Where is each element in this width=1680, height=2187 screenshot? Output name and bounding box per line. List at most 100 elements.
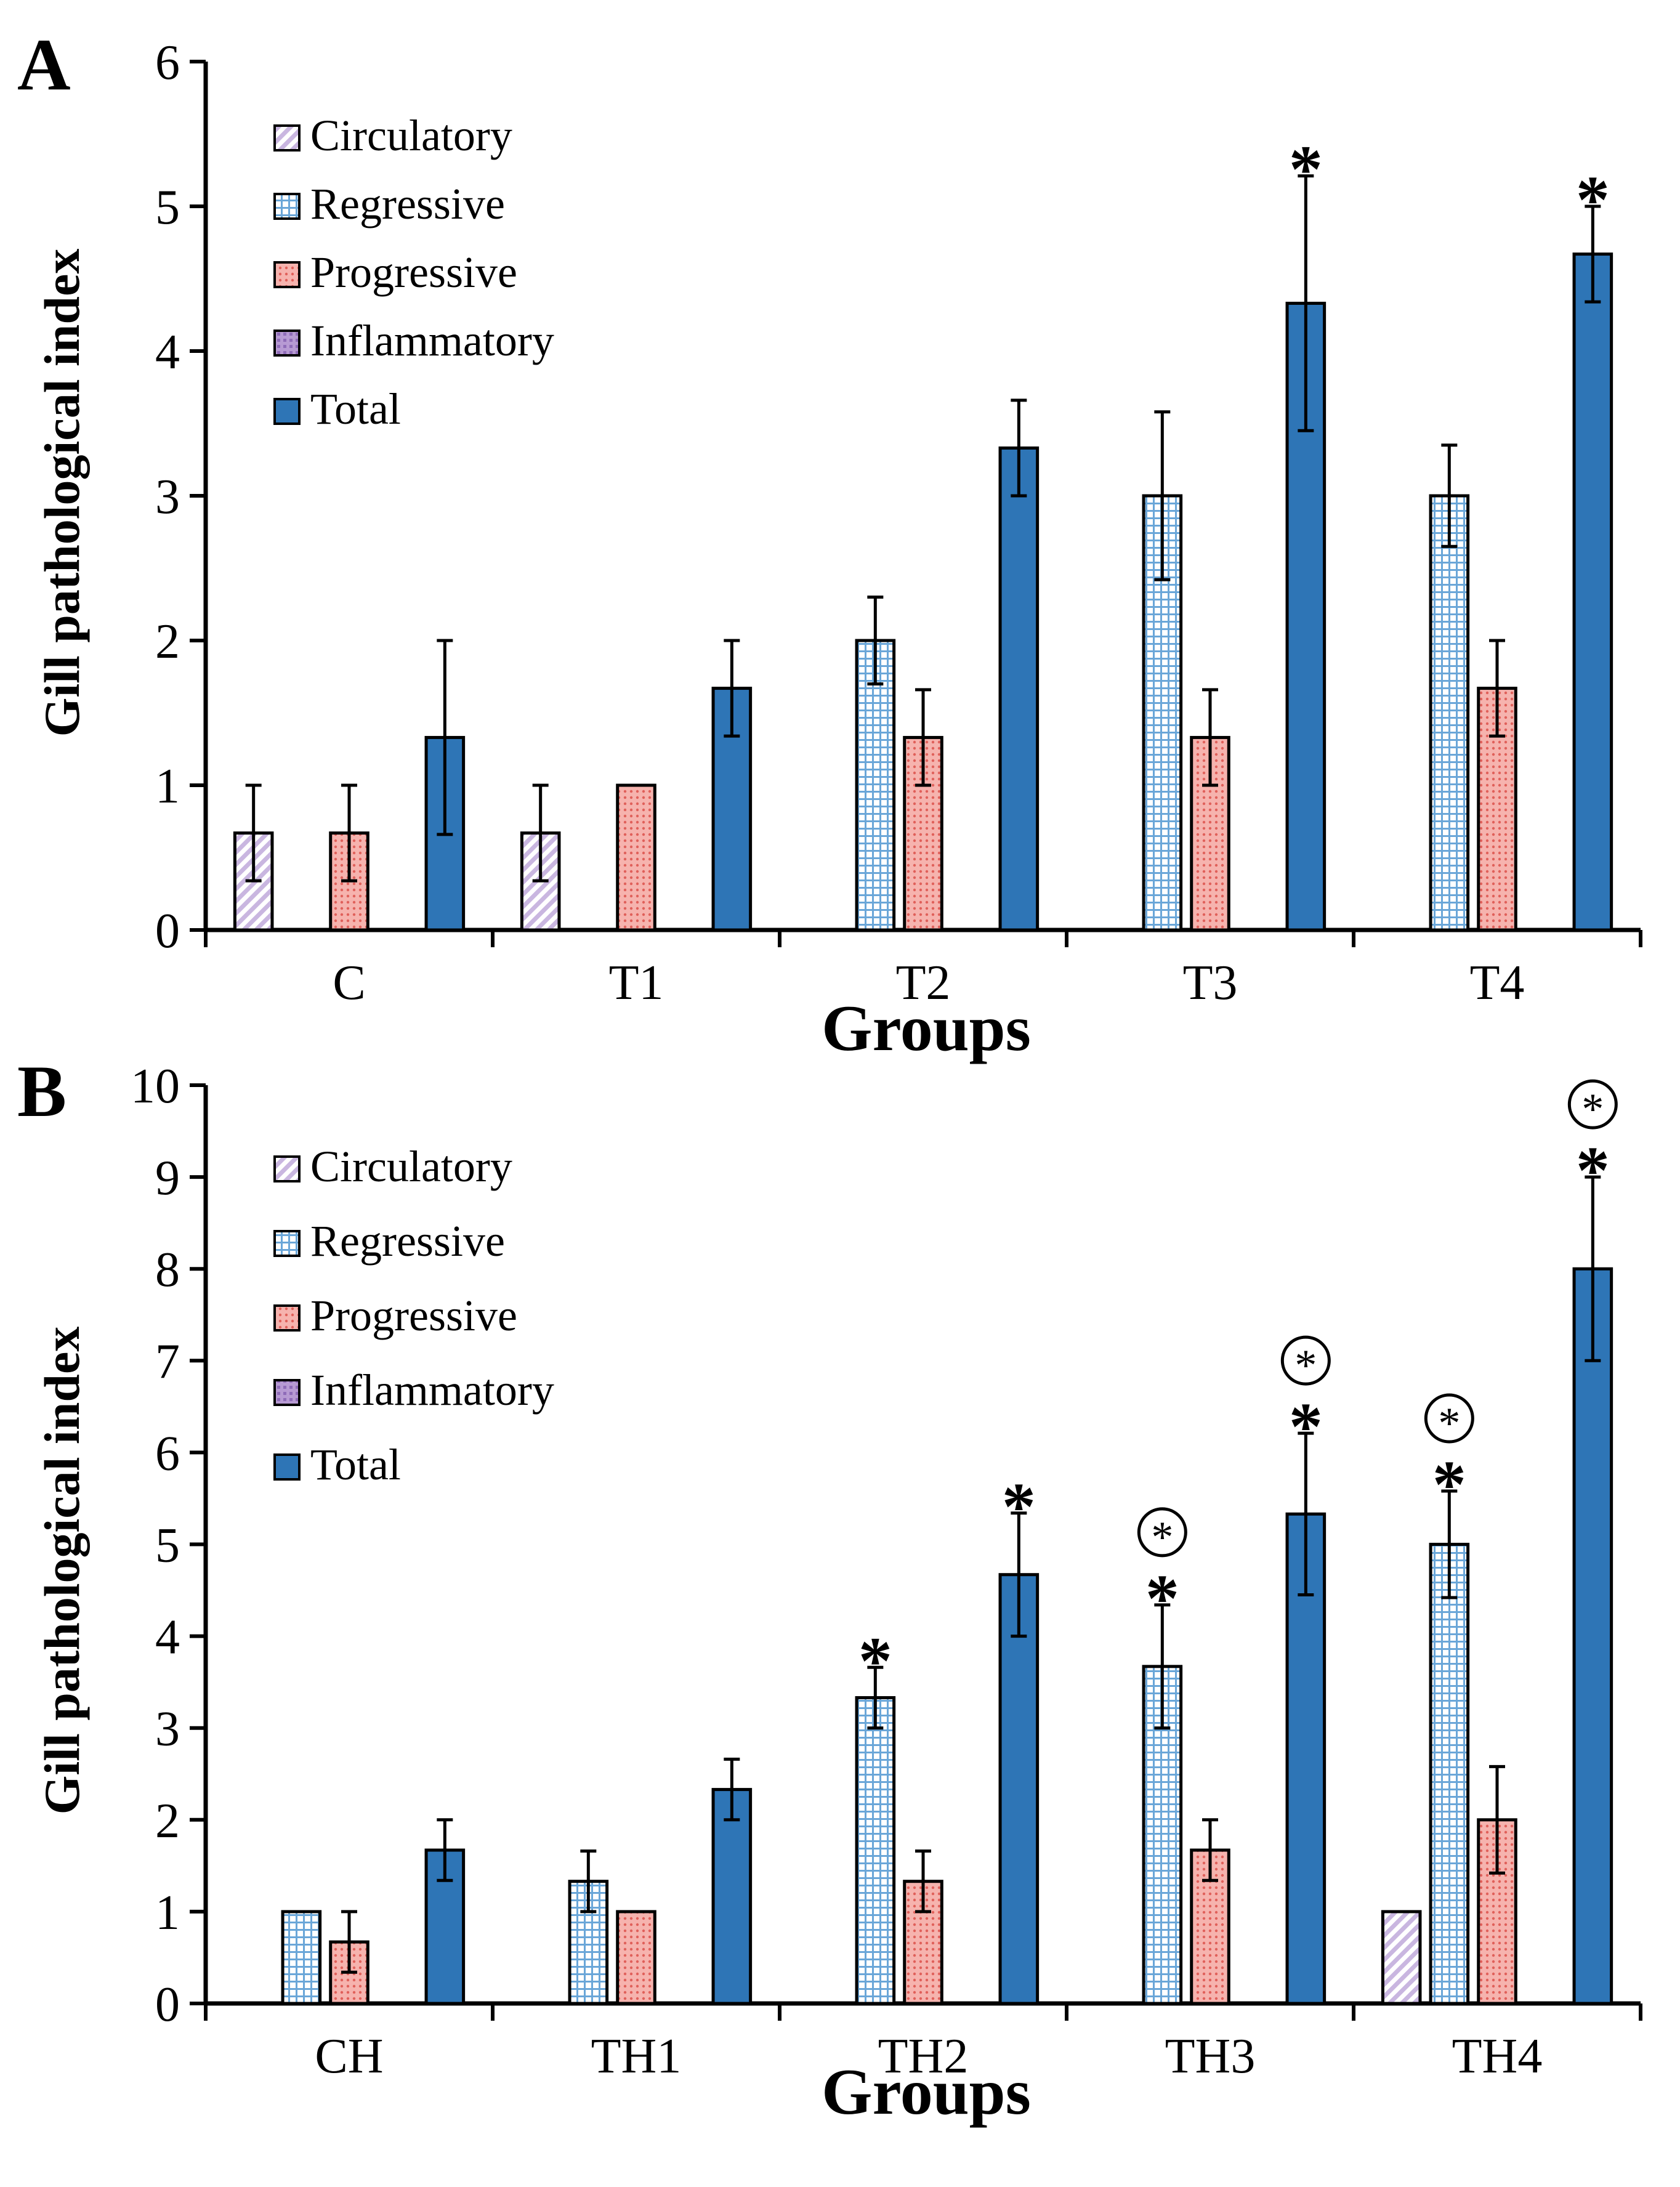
panel-b-y-tick-label: 7	[155, 1335, 180, 1389]
panel-a-category-label-c: C	[333, 956, 365, 1010]
panel-a-category-label-t3: T3	[1183, 956, 1238, 1010]
panel-a-category-label-t4: T4	[1470, 956, 1525, 1010]
panel-b-error-bar-regressive-th4	[1441, 1489, 1458, 1599]
panel-b-error-bar-regressive-th2	[867, 1665, 884, 1730]
panel-b-error-bar-regressive-th1	[580, 1849, 597, 1914]
svg-text:*: *	[1151, 1513, 1173, 1562]
panel-b-legend-swatch-regressive	[273, 1230, 301, 1257]
panel-b-y-tick-label: 8	[155, 1243, 180, 1297]
panel-b-legend-swatch-total	[273, 1453, 301, 1481]
panel-b-bar-regressive-th4	[1429, 1543, 1470, 2005]
panel-b-significance-star: *	[858, 1623, 892, 1698]
panel-b-error-bar-progressive-th4	[1489, 1765, 1505, 1875]
panel-a-error-bar-total-t4	[1585, 204, 1601, 304]
panel-b-legend-item-circulatory: Circulatory	[273, 1142, 512, 1191]
panel-b-error-bar-total-th3	[1298, 1431, 1314, 1597]
panel-a-y-tick-label: 2	[155, 615, 180, 669]
panel-a-category-label-t2: T2	[896, 956, 951, 1010]
panel-a-legend-item-total: Total	[273, 384, 401, 434]
panel-b-error-bar-progressive-th3	[1202, 1818, 1218, 1882]
svg-text:*: *	[1294, 1341, 1317, 1390]
panel-b-category-label-th2: TH2	[878, 2029, 969, 2084]
panel-b-significance-star: *	[1432, 1447, 1466, 1522]
panel-b-significance-star: *	[1289, 1389, 1323, 1464]
panel-a-legend-item-regressive: Regressive	[273, 179, 505, 228]
panel-b-error-bar-total-th2	[1011, 1511, 1027, 1638]
panel-b-y-tick-label: 0	[155, 1978, 180, 2032]
panel-label-a: A	[17, 23, 71, 105]
panel-a-legend-swatch-progressive	[273, 261, 301, 288]
panel-b-bar-total-th1	[711, 1788, 753, 2005]
panel-a-significance-star: *	[1576, 162, 1610, 237]
panel-a-y-tick-label: 0	[155, 904, 180, 958]
panel-b-legend-label-regressive: Regressive	[310, 1216, 505, 1266]
panel-b-category-label-ch: CH	[315, 2029, 383, 2084]
panel-a-error-bar-regressive-t4	[1441, 443, 1458, 548]
panel-b-y-tick-label: 1	[155, 1886, 180, 1940]
panel-b-legend-swatch-progressive	[273, 1304, 301, 1332]
panel-a-bar-total-t4	[1572, 253, 1613, 932]
panel-a-chart: 0 1 2 3 4 5 6 C T1 T2 T3 T4 * * Circulatory Regressive P…	[155, 36, 1642, 1010]
panel-b-legend-item-regressive: Regressive	[273, 1216, 505, 1266]
panel-a-y-tick-label: 1	[155, 759, 180, 814]
panel-a-error-bar-progressive-t2	[915, 688, 931, 787]
panel-a-y-tick-label: 5	[155, 180, 180, 235]
panel-b-significance-star: *	[1002, 1469, 1036, 1544]
panel-b-error-bar-total-th1	[724, 1757, 740, 1822]
panel-b-bar-regressive-th2	[855, 1696, 896, 2005]
panel-a-error-bar-total-t1	[724, 639, 740, 738]
panel-b-legend-label-total: Total	[310, 1440, 401, 1489]
svg-text:*: *	[1438, 1399, 1460, 1448]
panel-a-legend-swatch-inflammatory	[273, 329, 301, 357]
panel-a-legend-label-circulatory: Circulatory	[310, 111, 512, 160]
panel-b-legend-label-inflammatory: Inflammatory	[310, 1365, 554, 1415]
panel-a-y-tick-label: 4	[155, 325, 180, 379]
panel-b-bar-circulatory-th4	[1381, 1910, 1422, 2005]
panel-a-error-bar-progressive-t4	[1489, 639, 1505, 738]
panel-a-bar-regressive-t2	[855, 639, 896, 932]
panel-b-legend-swatch-inflammatory	[273, 1379, 301, 1406]
panel-a-legend-label-regressive: Regressive	[310, 179, 505, 228]
panel-b-y-tick-label: 6	[155, 1426, 180, 1481]
panel-b-category-label-th3: TH3	[1165, 2029, 1256, 2084]
panel-a-y-tick-label: 6	[155, 36, 180, 90]
panel-b-circled-significance-star: *	[1567, 1079, 1618, 1134]
panel-b-significance-star: *	[1576, 1133, 1610, 1208]
panel-b-category-label-th1: TH1	[591, 2029, 682, 2084]
panel-a-error-bar-total-c	[437, 639, 453, 836]
panel-b-error-bar-total-th4	[1585, 1175, 1601, 1362]
panel-b-legend-item-inflammatory: Inflammatory	[273, 1365, 554, 1415]
panel-a-error-bar-regressive-t2	[867, 596, 884, 685]
panel-b-legend-item-progressive: Progressive	[273, 1291, 517, 1340]
panel-label-b: B	[17, 1050, 67, 1132]
panel-a-error-bar-total-t2	[1011, 398, 1027, 498]
panel-b-bar-total-th4	[1572, 1267, 1613, 2005]
panel-a-category-label-t1: T1	[609, 956, 664, 1010]
panel-b-y-axis-label: Gill pathological index	[34, 1327, 90, 1815]
panel-b-x-axis-label: Groups	[822, 2056, 1031, 2128]
panel-a-legend-label-total: Total	[310, 384, 401, 434]
panel-b-bar-total-th2	[998, 1573, 1040, 2005]
panel-b-error-bar-regressive-th3	[1154, 1603, 1171, 1730]
panel-a-error-bar-circulatory-t1	[532, 783, 549, 883]
panel-b-legend-label-circulatory: Circulatory	[310, 1142, 512, 1191]
panel-a-error-bar-regressive-t3	[1154, 410, 1171, 581]
panel-b-error-bar-total-ch	[437, 1818, 453, 1882]
panel-a-significance-star: *	[1289, 132, 1323, 207]
panel-b-y-tick-label: 4	[155, 1611, 180, 1665]
panel-a-legend-item-circulatory: Circulatory	[273, 111, 512, 160]
panel-a-error-bar-progressive-c	[341, 783, 357, 883]
panel-b-bar-progressive-th1	[616, 1910, 656, 2005]
panel-b-y-tick-label: 2	[155, 1794, 180, 1848]
panel-b-circled-significance-star: *	[1137, 1507, 1187, 1562]
panel-b-circled-significance-star: *	[1424, 1393, 1474, 1448]
panel-a-legend-label-inflammatory: Inflammatory	[310, 316, 554, 365]
panel-a-legend-label-progressive: Progressive	[310, 248, 517, 297]
panel-a-y-axis-label: Gill pathological index	[34, 249, 90, 737]
panel-a-bar-total-t2	[998, 446, 1040, 932]
panel-a-error-bar-circulatory-c	[245, 783, 262, 883]
panel-a-error-bar-total-t3	[1298, 174, 1314, 432]
panel-b-category-label-th4: TH4	[1452, 2029, 1543, 2084]
panel-b-significance-star: *	[1145, 1561, 1179, 1636]
